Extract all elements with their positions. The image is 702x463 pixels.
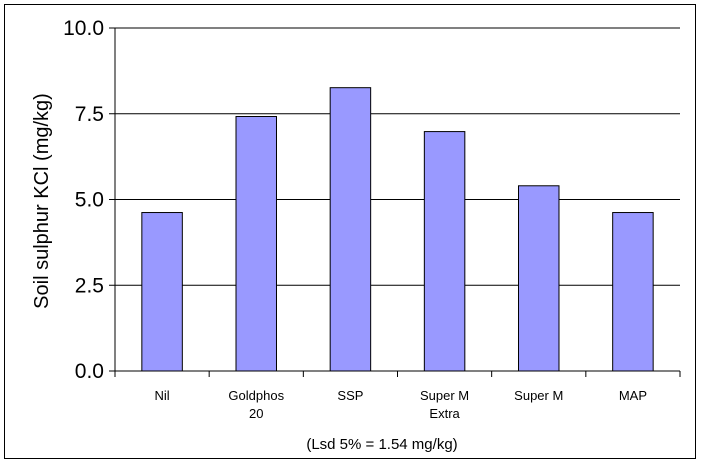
bar [612,212,654,372]
bar [141,212,183,372]
x-tick-label: MAP [619,388,647,403]
lsd-footnote: (Lsd 5% = 1.54 mg/kg) [306,436,457,453]
bar [235,115,277,372]
x-tick-label: Super M Extra [420,388,469,421]
y-tick-labels: 0.0 2.5 5.0 7.5 10.0 [63,17,104,383]
y-tick-label: 0.0 [75,360,104,383]
bar [423,131,466,372]
bar [329,87,372,372]
y-tick-label: 10.0 [63,17,104,40]
bar [518,185,560,372]
x-tick-labels: Nil Goldphos 20 SSP Super M Extra Super M MAP [154,388,647,421]
x-tick-label: Goldphos 20 [228,388,284,421]
y-tick-label: 5.0 [75,189,104,212]
y-axis-label: Soil sulphur KCl (mg/kg) [31,93,53,309]
x-tick-label: Super M [514,388,563,403]
y-tick-label: 2.5 [75,274,104,297]
bars [141,87,654,372]
x-tick-label: Nil [154,388,169,403]
axes [109,27,681,377]
x-tick-label: SSP [337,388,363,403]
gridlines [115,27,680,286]
y-tick-label: 7.5 [75,103,104,126]
